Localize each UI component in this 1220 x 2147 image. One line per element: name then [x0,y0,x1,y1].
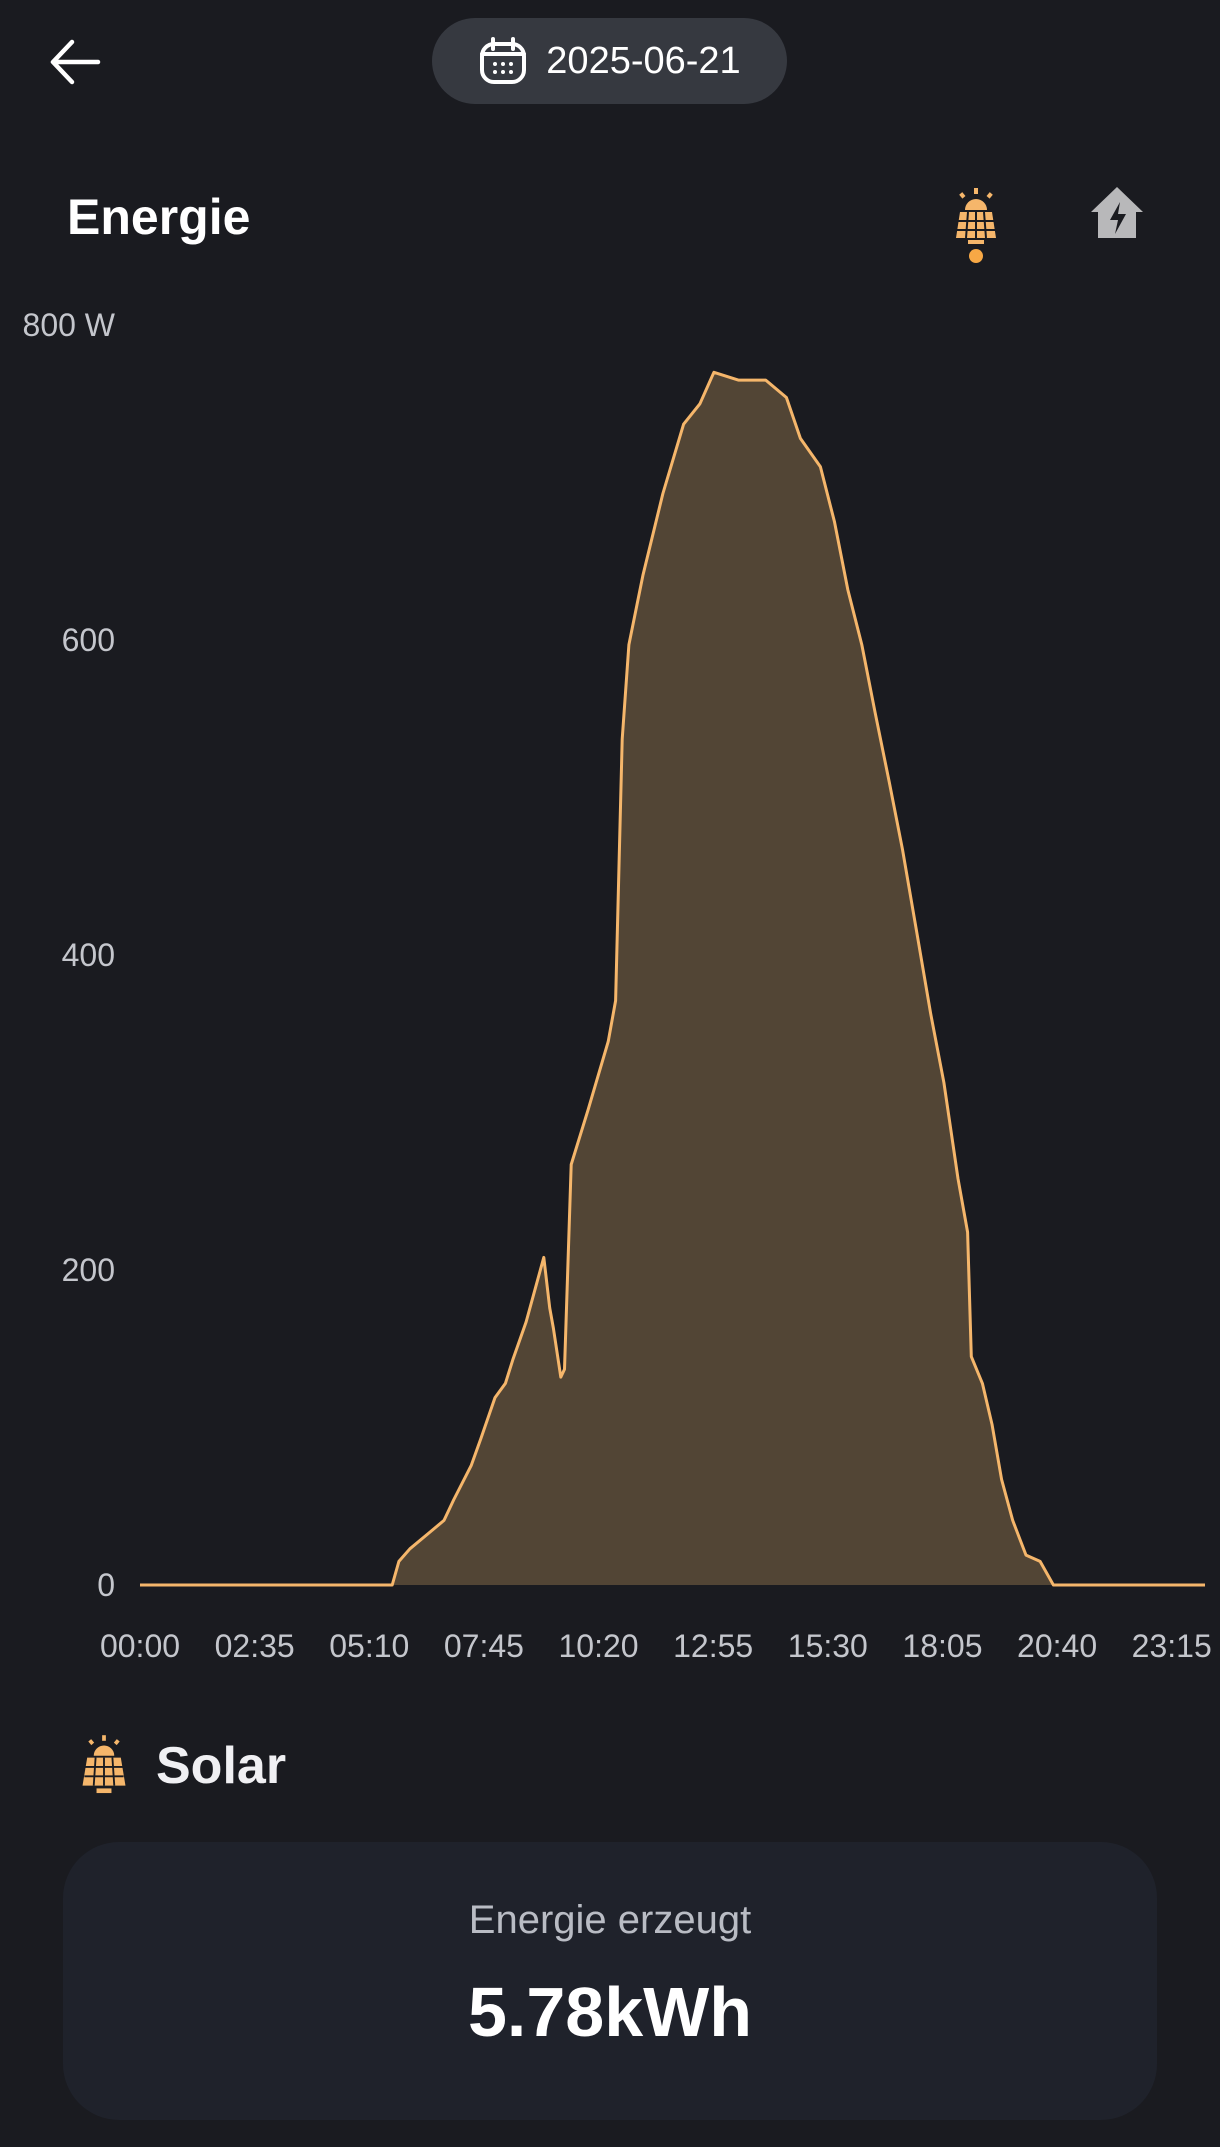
x-tick-label: 23:15 [1132,1628,1212,1664]
x-tick-label: 12:55 [673,1628,753,1664]
series-line [140,370,1205,1587]
y-tick-label: 800 W [23,307,116,343]
x-tick-label: 07:45 [444,1628,524,1664]
page-title: Energie [67,189,251,245]
back-button[interactable] [48,32,108,92]
y-tick-label: 200 [62,1252,115,1288]
area-fill [140,372,1205,1585]
y-tick-label: 0 [97,1567,115,1603]
date-picker-button[interactable]: 2025-06-21 [432,18,787,104]
active-indicator-dot [969,249,983,263]
section-title: Solar [156,1737,287,1795]
x-tick-label: 20:40 [1017,1628,1097,1664]
x-tick-label: 05:10 [329,1628,409,1664]
x-tick-label: 15:30 [788,1628,868,1664]
solar-panel-icon [82,1735,126,1794]
house-lightning-icon [1091,187,1143,238]
y-tick-label: 400 [62,937,115,973]
selected-date: 2025-06-21 [546,39,741,82]
x-tick-label: 18:05 [902,1628,982,1664]
solar-panel-icon [956,188,996,263]
arrow-left-icon [50,39,101,85]
calendar-icon [480,37,527,84]
x-tick-label: 00:00 [100,1628,180,1664]
energy-produced-card: Energie erzeugt 5.78kWh [63,1842,1157,2120]
y-tick-label: 600 [62,622,115,658]
section-header-solar: Solar [76,1735,286,1797]
energy-produced-value: 5.78kWh [468,1973,752,2051]
power-chart: 800 W 600 400 200 0 00:00 02:35 05:10 07:45 10:20… [23,307,1212,1664]
energy-produced-label: Energie erzeugt [468,1898,752,1942]
home-view-toggle[interactable] [1087,182,1147,242]
solar-view-toggle[interactable] [946,180,1006,270]
x-tick-label: 02:35 [215,1628,295,1664]
x-tick-label: 10:20 [559,1628,639,1664]
